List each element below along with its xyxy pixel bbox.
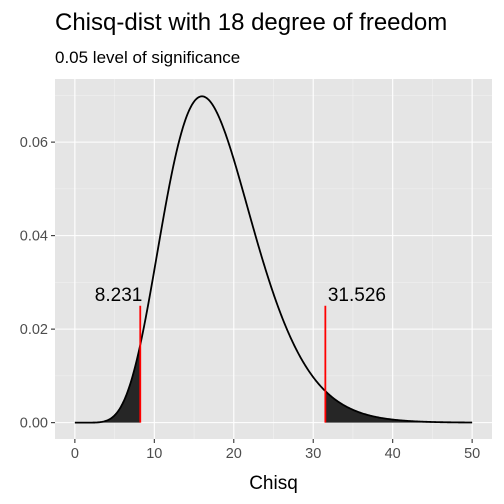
chart-title: Chisq-dist with 18 degree of freedom [55, 9, 447, 36]
critical-value-label: 8.231 [95, 285, 143, 306]
y-tick-label: 0.00 [20, 416, 48, 432]
y-tick-label: 0.02 [20, 322, 48, 338]
critical-annotations: 8.231 31.526 [95, 285, 386, 306]
chart-subtitle: 0.05 level of significance [55, 48, 240, 67]
y-tick-label: 0.04 [20, 229, 48, 245]
y-tick-label: 0.06 [20, 135, 48, 151]
left-tail-fill [74, 344, 141, 423]
y-axis: 0.00 0.02 0.04 0.06 [20, 135, 55, 432]
critical-value-label: 31.526 [328, 285, 386, 306]
x-axis: 0 10 20 30 40 50 [71, 439, 480, 462]
right-tail-fill [325, 391, 473, 423]
grid-minor [55, 79, 492, 439]
critical-lines [139, 305, 327, 423]
x-tick-label: 40 [385, 446, 401, 462]
tail-fills [74, 344, 473, 423]
x-tick-label: 10 [146, 446, 162, 462]
x-tick-label: 0 [71, 446, 79, 462]
x-tick-label: 20 [226, 446, 242, 462]
x-tick-label: 50 [464, 446, 480, 462]
x-tick-label: 30 [305, 446, 321, 462]
x-axis-label: Chisq [249, 473, 298, 494]
